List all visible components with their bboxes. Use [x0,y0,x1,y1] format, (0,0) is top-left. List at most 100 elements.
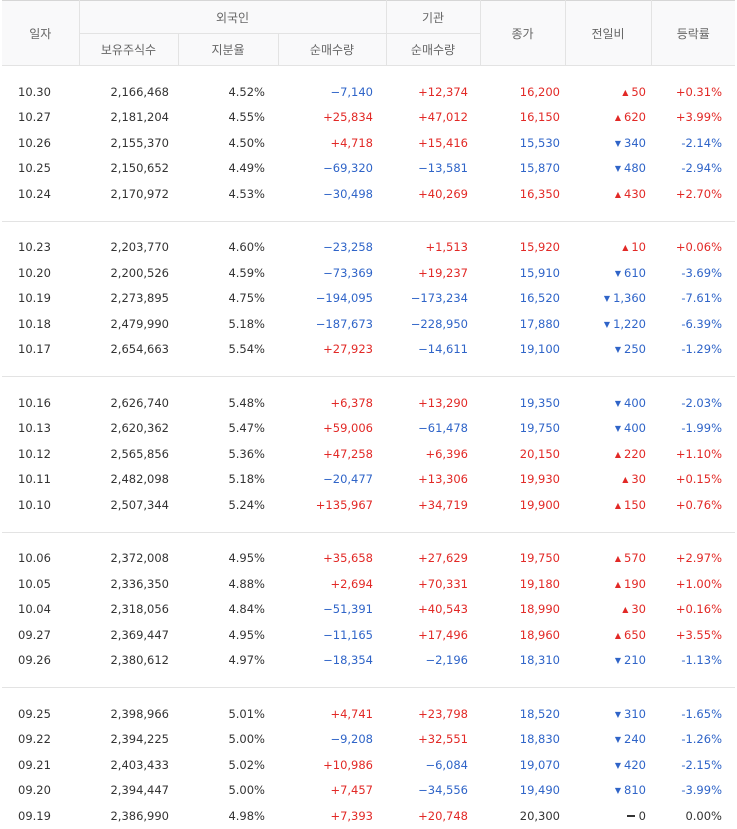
cell-foreign-net: +6,378 [330,395,373,410]
cell-share: 4.50% [228,135,265,150]
triangle-down-icon: ▼ [614,656,622,666]
cell-rate: -2.15% [681,757,722,772]
cell-date: 09.20 [18,783,51,798]
cell-rate: +0.31% [675,84,722,99]
table-row: 10.16 2,626,740 5.48% +6,378 +13,290 19,350 ▼ 4… [2,390,735,416]
cell-inst-net: +40,269 [418,186,468,201]
triangle-up-icon: ▲ [614,113,622,123]
cell-date: 10.23 [18,240,51,255]
cell-change: ▼ 400 [565,390,651,416]
group-divider [2,531,735,533]
change-value: 50 [631,84,646,99]
group-divider [2,687,735,688]
cell-rate: -1.13% [681,653,722,668]
cell-date: 10.30 [18,84,51,99]
triangle-down-icon: ▼ [614,786,622,796]
cell-date: 10.10 [18,497,51,512]
cell-close: 19,750 [519,551,560,566]
change-value: 220 [624,446,646,461]
group-spacer [2,532,735,546]
cell-share: 5.47% [228,421,265,436]
col-inst-net: 순매수량 [385,33,481,66]
cell-change: ▼ 310 [565,701,651,727]
change-value: 400 [624,395,646,410]
cell-foreign-net: −187,673 [315,316,373,331]
cell-change: ▲ 220 [565,441,651,467]
cell-close: 20,300 [519,808,560,823]
triangle-up-icon: ▲ [614,579,622,589]
group-spacer [2,207,735,221]
cell-holdings: 2,398,966 [110,706,169,721]
change-value: 1,220 [613,316,646,331]
table-row: 10.17 2,654,663 5.54% +27,923 −14,611 19,100 ▼… [2,337,735,363]
triangle-down-icon: ▼ [603,294,611,304]
cell-rate: -1.65% [681,706,722,721]
change-value: 1,360 [613,291,646,306]
col-change: 전일비 [564,0,652,66]
cell-close: 16,520 [519,291,560,306]
change-value: 30 [631,602,646,617]
cell-rate: -2.03% [681,395,722,410]
cell-date: 09.25 [18,706,51,721]
cell-inst-net: −2,196 [425,653,468,668]
cell-close: 19,930 [519,472,560,487]
change-value: 420 [624,757,646,772]
col-foreign-net: 순매수량 [277,33,387,66]
change-value: 10 [631,240,646,255]
cell-change: ▲ 620 [565,105,651,131]
cell-holdings: 2,403,433 [110,757,169,772]
cell-holdings: 2,565,856 [110,446,169,461]
table-row: 09.21 2,403,433 5.02% +10,986 −6,084 19,070 ▼ 4… [2,752,735,778]
cell-inst-net: +12,374 [418,84,468,99]
cell-inst-net: −14,611 [418,342,468,357]
cell-change: ▼ 340 [565,130,651,156]
cell-change: ▼ 1,220 [565,311,651,337]
group-divider [2,220,735,222]
group-spacer [2,362,735,376]
table-header: 일자 외국인 기관 종가 전일비 등락률 보유주식수 지분율 순매수량 순매수량 [2,0,735,66]
triangle-up-icon: ▲ [614,449,622,459]
cell-close: 19,070 [519,757,560,772]
cell-foreign-net: −69,320 [323,161,373,176]
group-spacer [2,518,735,532]
table-row: 10.10 2,507,344 5.24% +135,967 +34,719 19,900… [2,492,735,518]
cell-rate: +3.55% [675,627,722,642]
cell-rate: +0.15% [675,472,722,487]
cell-date: 10.16 [18,395,51,410]
change-value: 480 [624,161,646,176]
cell-share: 5.36% [228,446,265,461]
cell-holdings: 2,380,612 [110,653,169,668]
cell-foreign-net: −18,354 [323,653,373,668]
change-value: 210 [624,653,646,668]
cell-rate: -2.94% [681,161,722,176]
cell-foreign-net: +7,457 [330,783,373,798]
triangle-up-icon: ▲ [614,500,622,510]
col-group-institution: 기관 [385,0,481,34]
cell-foreign-net: −11,165 [323,627,373,642]
table-row: 10.06 2,372,008 4.95% +35,658 +27,629 19,750 ▲… [2,546,735,572]
cell-inst-net: +27,629 [418,551,468,566]
cell-close: 19,490 [519,783,560,798]
change-value: 240 [624,732,646,747]
group-divider [2,376,735,377]
cell-date: 10.24 [18,186,51,201]
cell-foreign-net: +2,694 [330,576,373,591]
cell-foreign-net: −7,140 [330,84,373,99]
cell-date: 10.13 [18,421,51,436]
cell-foreign-net: +10,986 [323,757,373,772]
cell-date: 10.04 [18,602,51,617]
cell-change: ▲ 570 [565,546,651,572]
cell-holdings: 2,482,098 [110,472,169,487]
cell-inst-net: +15,416 [418,135,468,150]
change-value: 190 [624,576,646,591]
flat-dash-icon [626,814,635,817]
cell-date: 10.17 [18,342,51,357]
table-row: 10.20 2,200,526 4.59% −73,369 +19,237 15,910 ▼… [2,260,735,286]
cell-date: 09.19 [18,808,51,823]
cell-inst-net: +17,496 [418,627,468,642]
change-value: 250 [624,342,646,357]
cell-change: ▼ 610 [565,260,651,286]
cell-share: 5.48% [228,395,265,410]
cell-close: 19,750 [519,421,560,436]
table-row: 10.12 2,565,856 5.36% +47,258 +6,396 20,150 ▲ 2… [2,441,735,467]
